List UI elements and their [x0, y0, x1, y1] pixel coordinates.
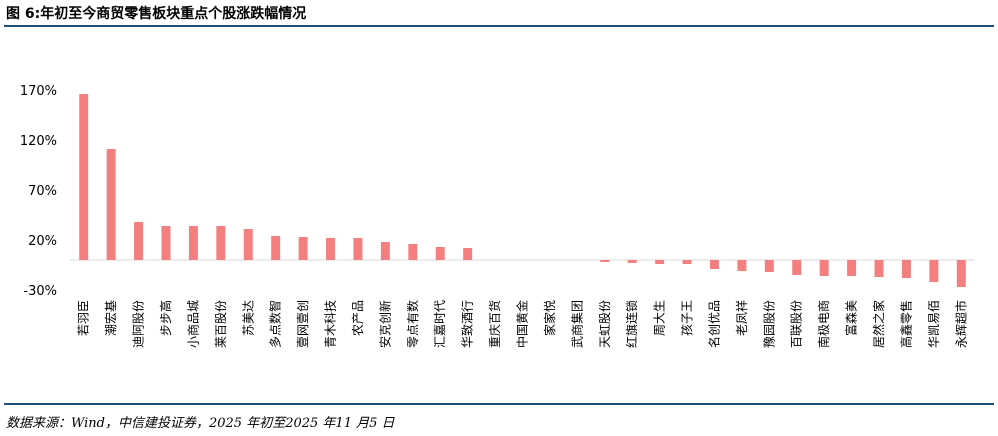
x-tick-label: 安克创新	[377, 300, 392, 348]
x-tick-label: 迪阿股份	[132, 300, 146, 348]
x-tick-label: 百联股份	[790, 300, 804, 348]
x-tick-label: 苏美达	[241, 300, 255, 336]
x-tick-label: 多点数智	[268, 300, 283, 348]
bar	[271, 236, 281, 260]
bar	[353, 238, 363, 260]
x-tick-label: 南极电商	[816, 300, 831, 348]
footer-rule	[4, 403, 994, 405]
x-tick-label: 农产品	[351, 300, 365, 336]
bar	[161, 226, 171, 260]
bar	[380, 242, 390, 260]
x-tick-label: 莱百股份	[214, 300, 228, 348]
x-tick-label: 武商集团	[569, 300, 584, 348]
x-tick-label: 中国黄金	[515, 300, 530, 348]
y-tick-label: -30%	[23, 284, 57, 299]
x-tick-label: 青木科技	[324, 300, 338, 348]
bar	[737, 260, 747, 271]
bar	[627, 260, 637, 263]
x-tick-label: 豫园股份	[762, 300, 776, 348]
x-tick-label: 富森美	[844, 300, 859, 336]
bar	[435, 247, 445, 260]
x-tick-label: 潮宏基	[103, 300, 118, 336]
x-tick-label: 步步高	[158, 300, 173, 336]
bar-series	[79, 94, 966, 287]
bar	[956, 260, 966, 287]
x-tick-label: 华致酒行	[461, 300, 475, 348]
bar	[709, 260, 719, 269]
bar	[188, 226, 198, 260]
bar	[408, 244, 418, 260]
x-tick-label: 高鑫零售	[898, 300, 913, 348]
x-tick-label: 汇嘉时代	[433, 300, 447, 348]
bar	[682, 260, 692, 264]
title-rule	[4, 25, 994, 27]
bar	[298, 237, 308, 260]
bar	[929, 260, 939, 282]
x-tick-label: 永辉超市	[953, 300, 968, 348]
x-tick-label: 居然之家	[871, 300, 886, 348]
bar	[874, 260, 884, 277]
x-tick-label: 若羽臣	[77, 300, 91, 336]
y-tick-label: 20%	[28, 234, 57, 249]
x-tick-label: 小商品城	[185, 300, 200, 348]
bar	[792, 260, 802, 275]
bar	[655, 260, 665, 264]
bar	[819, 260, 829, 276]
bar	[106, 149, 116, 260]
bar	[764, 260, 774, 272]
x-tick-label: 周大生	[653, 300, 667, 336]
x-tick-label: 零点有数	[405, 300, 420, 348]
bar	[243, 229, 253, 260]
bar	[79, 94, 89, 260]
x-tick-label: 老凤祥	[735, 300, 749, 336]
x-axis: 若羽臣 潮宏基 迪阿股份 步步高 小商品城 莱百股份 苏美达 多点数智 壹网壹创 青木科技 农产品安…	[77, 300, 969, 348]
bar	[134, 222, 144, 260]
x-tick-label: 家家悦	[542, 300, 557, 336]
x-tick-label: 孩子王	[680, 300, 694, 336]
x-tick-label: 红旗连锁	[624, 300, 639, 348]
bar	[326, 238, 336, 260]
x-tick-label: 壹网壹创	[296, 300, 310, 348]
x-tick-label: 名创优品	[706, 300, 721, 348]
y-axis: -30% 20% 70% 120% 170%	[20, 84, 57, 299]
x-tick-label: 华凯易佰	[927, 300, 941, 348]
bar	[463, 248, 473, 260]
y-tick-label: 120%	[20, 134, 57, 149]
figure-title: 图 6:年初至今商贸零售板块重点个股涨跌幅情况	[6, 6, 307, 22]
bar	[847, 260, 857, 276]
y-tick-label: 170%	[20, 84, 57, 99]
x-tick-label: 天虹股份	[598, 300, 612, 348]
bar	[216, 226, 226, 260]
x-tick-label: 重庆百货	[487, 300, 502, 348]
y-tick-label: 70%	[28, 184, 57, 199]
bar	[600, 260, 610, 262]
source-note: 数据来源：Wind，中信建投证券，2025 年初至2025 年11 月5 日	[6, 416, 395, 431]
bar	[901, 260, 911, 278]
